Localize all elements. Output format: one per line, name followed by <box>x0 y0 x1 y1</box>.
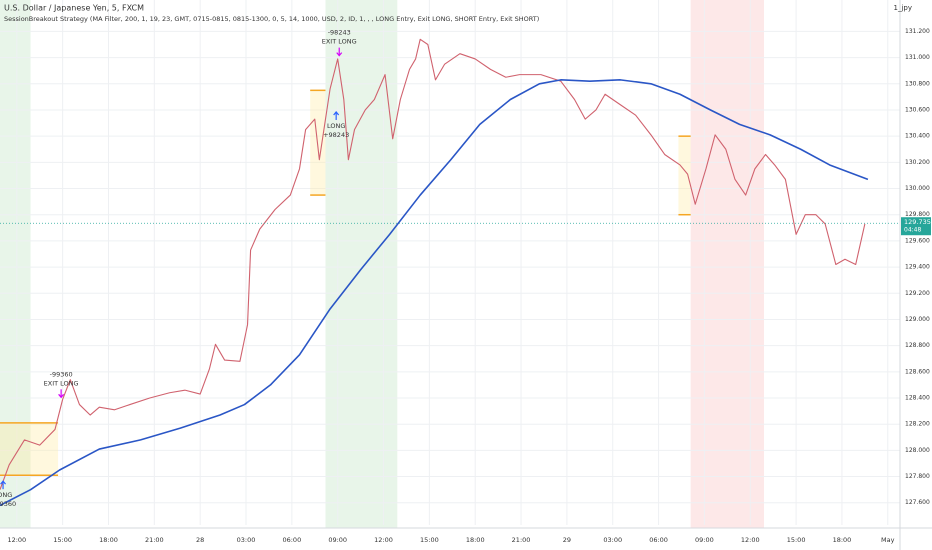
x-tick-label: 15:00 <box>787 536 806 544</box>
trade-label: EXIT LONG <box>44 379 79 387</box>
y-tick-label: 129.200 <box>905 290 930 297</box>
trade-label: -99360 <box>50 370 73 378</box>
chart-title: U.S. Dollar / Japanese Yen, 5, FXCM <box>4 4 144 13</box>
y-tick-label: 129.000 <box>905 316 930 323</box>
trade-arrow-head <box>0 480 7 485</box>
y-tick-label: 130.400 <box>905 133 930 140</box>
last-price-tag <box>901 217 931 236</box>
trade-arrow-head <box>333 111 340 116</box>
trade-label: -98243 <box>328 29 351 37</box>
x-tick-label: 21:00 <box>512 536 531 544</box>
x-tick-label: 12:00 <box>7 536 26 544</box>
x-tick-label: 18:00 <box>833 536 852 544</box>
symbol: 1_jpy <box>894 4 912 12</box>
y-tick-label: 127.600 <box>905 499 930 506</box>
trade-label: +99360 <box>0 500 16 508</box>
session-band <box>690 0 765 528</box>
x-tick-label: 18:00 <box>466 536 485 544</box>
background-layer <box>0 0 900 528</box>
range-box <box>0 422 59 476</box>
x-tick-label: 12:00 <box>374 536 393 544</box>
trade-label: +98243 <box>323 131 349 139</box>
x-tick-label: 15:00 <box>53 536 72 544</box>
series-line <box>0 79 869 507</box>
x-tick-label: 06:00 <box>649 536 668 544</box>
y-tick-label: 128.200 <box>905 421 930 428</box>
x-tick-label: 09:00 <box>695 536 714 544</box>
y-tick-label: 131.200 <box>905 28 930 35</box>
session-band <box>325 0 398 528</box>
trade-label: LONG <box>0 491 12 499</box>
x-tick-label: 03:00 <box>237 536 256 544</box>
x-tick-label: 03:00 <box>603 536 622 544</box>
x-tick-label: 12:00 <box>741 536 760 544</box>
y-tick-label: 129.600 <box>905 237 930 244</box>
x-tick-label: 06:00 <box>282 536 301 544</box>
series-line <box>0 38 866 490</box>
trade-arrow-head <box>58 393 65 399</box>
x-tick-label: 29 <box>563 536 571 544</box>
x-tick-label: 18:00 <box>99 536 118 544</box>
y-tick-label: 130.200 <box>905 159 930 166</box>
trade-label: LONG <box>327 122 345 130</box>
y-tick-label: 130.800 <box>905 80 930 87</box>
y-tick-label: 128.600 <box>905 368 930 375</box>
y-tick-label: 127.800 <box>905 473 930 480</box>
y-tick-label: 131.000 <box>905 54 930 61</box>
y-tick-label: 129.400 <box>905 264 930 271</box>
last-price-label: 129.735 <box>904 218 931 226</box>
x-tick-label: 21:00 <box>145 536 164 544</box>
x-tick-label: 09:00 <box>328 536 347 544</box>
y-tick-label: 130.600 <box>905 106 930 113</box>
x-tick-label: May <box>881 536 895 544</box>
y-tick-label: 130.000 <box>905 185 930 192</box>
y-tick-label: 128.800 <box>905 342 930 349</box>
range-box <box>678 136 691 215</box>
last-time-label: 04:48 <box>904 227 921 234</box>
y-tick-label: 129.800 <box>905 211 930 218</box>
x-tick-label: 28 <box>196 536 204 544</box>
y-tick-label: 128.400 <box>905 395 930 402</box>
chart-subtitle: SessionBreakout Strategy (MA Filter, 200… <box>4 15 539 23</box>
y-tick-label: 128.000 <box>905 447 930 454</box>
trade-label: EXIT LONG <box>322 38 357 46</box>
x-tick-label: 15:00 <box>420 536 439 544</box>
trade-arrow-head <box>336 52 343 57</box>
